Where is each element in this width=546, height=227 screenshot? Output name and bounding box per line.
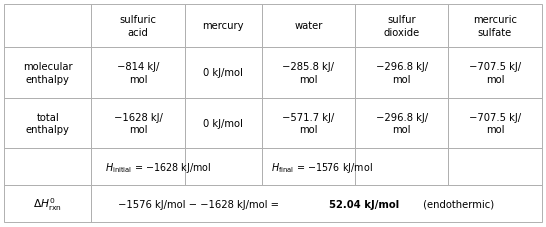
Text: molecular
enthalpy: molecular enthalpy (23, 62, 73, 84)
Bar (91, 185, 542, 222)
Bar (91, 149, 185, 185)
Bar (448, 48, 542, 98)
Bar (4, 5, 91, 48)
Bar (355, 5, 448, 48)
Bar (185, 5, 262, 48)
Text: −296.8 kJ/
mol: −296.8 kJ/ mol (376, 112, 428, 135)
Text: mercuric
sulfate: mercuric sulfate (473, 15, 517, 37)
Bar (185, 98, 262, 149)
Text: total
enthalpy: total enthalpy (26, 112, 70, 135)
Text: −296.8 kJ/
mol: −296.8 kJ/ mol (376, 62, 428, 84)
Bar (355, 98, 448, 149)
Bar (91, 48, 185, 98)
Text: −1628 kJ/
mol: −1628 kJ/ mol (114, 112, 163, 135)
Bar (262, 48, 355, 98)
Text: −814 kJ/
mol: −814 kJ/ mol (117, 62, 159, 84)
Text: −707.5 kJ/
mol: −707.5 kJ/ mol (469, 112, 521, 135)
Text: mercury: mercury (203, 21, 244, 31)
Text: −1576 kJ/mol − −1628 kJ/mol =: −1576 kJ/mol − −1628 kJ/mol = (117, 199, 282, 209)
Text: water: water (294, 21, 323, 31)
Text: $\Delta H^0_\mathrm{rxn}$: $\Delta H^0_\mathrm{rxn}$ (33, 195, 62, 212)
Text: 0 kJ/mol: 0 kJ/mol (203, 68, 243, 78)
Bar (185, 149, 262, 185)
Bar (448, 5, 542, 48)
Bar (4, 149, 91, 185)
Bar (4, 48, 91, 98)
Bar (262, 149, 355, 185)
Text: −707.5 kJ/
mol: −707.5 kJ/ mol (469, 62, 521, 84)
Bar (448, 98, 542, 149)
Text: −571.7 kJ/
mol: −571.7 kJ/ mol (282, 112, 335, 135)
Bar (91, 5, 185, 48)
Bar (4, 185, 91, 222)
Text: (endothermic): (endothermic) (420, 199, 494, 209)
Text: 0 kJ/mol: 0 kJ/mol (203, 118, 243, 128)
Text: sulfuric
acid: sulfuric acid (120, 15, 157, 37)
Bar (262, 98, 355, 149)
Bar (448, 149, 542, 185)
Text: $H_\mathregular{initial}$ = −1628 kJ/mol: $H_\mathregular{initial}$ = −1628 kJ/mol (105, 160, 212, 174)
Bar (4, 98, 91, 149)
Bar (262, 5, 355, 48)
Text: 52.04 kJ/mol: 52.04 kJ/mol (329, 199, 400, 209)
Text: sulfur
dioxide: sulfur dioxide (383, 15, 420, 37)
Text: $H_\mathregular{final}$ = −1576 kJ/mol: $H_\mathregular{final}$ = −1576 kJ/mol (271, 160, 373, 174)
Bar (355, 149, 448, 185)
Bar (185, 48, 262, 98)
Bar (91, 98, 185, 149)
Bar (355, 48, 448, 98)
Text: −285.8 kJ/
mol: −285.8 kJ/ mol (282, 62, 334, 84)
